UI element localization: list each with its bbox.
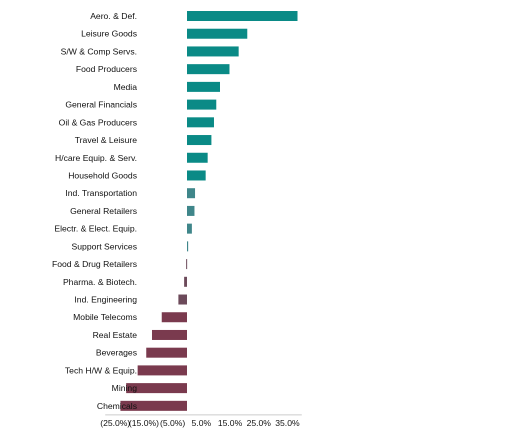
x-tick-label: 35.0%	[275, 418, 300, 428]
category-label-general-retailers: General Retailers	[70, 206, 137, 216]
x-tick-label: (25.0%)	[100, 418, 130, 428]
x-tick-label: 5.0%	[192, 418, 212, 428]
category-label-support-services: Support Services	[72, 241, 137, 251]
category-label-household-goods: Household Goods	[68, 170, 137, 180]
bar-travel-leisure	[187, 135, 212, 146]
bar-mining	[126, 383, 187, 394]
bar-ind-transportation	[187, 188, 196, 199]
category-label-food-producers: Food Producers	[76, 64, 137, 74]
bars-group	[120, 11, 298, 411]
category-label-ind-transportation: Ind. Transportation	[65, 188, 137, 198]
category-label-mobile-telecoms: Mobile Telecoms	[73, 312, 137, 322]
category-label-beverages: Beverages	[96, 348, 137, 358]
bar-household-goods	[187, 170, 206, 181]
bar-h-care-equip-serv	[187, 152, 208, 163]
bar-ind-engineering	[178, 294, 187, 305]
bar-real-estate	[151, 329, 187, 340]
x-tick-label: (5.0%)	[160, 418, 185, 428]
category-label-electr-elect-equip: Electr. & Elect. Equip.	[54, 224, 137, 234]
category-label-oil-gas-producers: Oil & Gas Producers	[59, 117, 137, 127]
category-label-ind-engineering: Ind. Engineering	[74, 295, 137, 305]
category-label-chemicals: Chemicals	[97, 401, 137, 411]
bar-chemicals	[120, 400, 187, 411]
category-label-media: Media	[114, 82, 138, 92]
bar-food-producers	[187, 64, 230, 75]
category-label-h-care-equip-serv: H/care Equip. & Serv.	[55, 153, 137, 163]
category-label-food-drug-retailers: Food & Drug Retailers	[52, 259, 137, 269]
category-label-general-financials: General Financials	[65, 100, 137, 110]
bar-aero-def	[187, 11, 298, 21]
bar-general-retailers	[187, 205, 195, 216]
category-label-tech-h-w-equip: Tech H/W & Equip.	[65, 365, 137, 375]
bar-general-financials	[187, 99, 217, 110]
bar-leisure-goods	[187, 28, 248, 39]
bar-beverages	[146, 347, 187, 358]
bar-pharma-biotech	[184, 276, 187, 287]
bar-s-w-comp-servs	[187, 46, 239, 57]
x-tick-label: 25.0%	[247, 418, 272, 428]
bar-tech-h-w-equip	[137, 365, 187, 376]
category-label-leisure-goods: Leisure Goods	[81, 29, 137, 39]
x-tick-label: (15.0%)	[129, 418, 159, 428]
category-label-mining: Mining	[112, 383, 138, 393]
bar-mobile-telecoms	[161, 312, 187, 323]
category-label-real-estate: Real Estate	[93, 330, 138, 340]
x-tick-label: 15.0%	[218, 418, 243, 428]
bar-food-drug-retailers	[186, 259, 188, 270]
bar-support-services	[187, 241, 189, 252]
bar-media	[187, 81, 220, 92]
category-label-pharma-biotech: Pharma. & Biotech.	[63, 277, 137, 287]
category-label-aero-def: Aero. & Def.	[90, 11, 137, 21]
category-labels-group: Aero. & Def. Leisure Goods S/W & Comp Serv…	[52, 11, 137, 411]
bar-oil-gas-producers	[187, 117, 214, 128]
x-tick-labels-group: (25.0%)(15.0%) (5.0%) 5.0% 15.0% 25.0% 35.0%	[100, 418, 300, 428]
category-label-s-w-comp-servs: S/W & Comp Servs.	[61, 46, 137, 56]
bar-electr-elect-equip	[187, 223, 192, 234]
category-label-travel-leisure: Travel & Leisure	[75, 135, 137, 145]
